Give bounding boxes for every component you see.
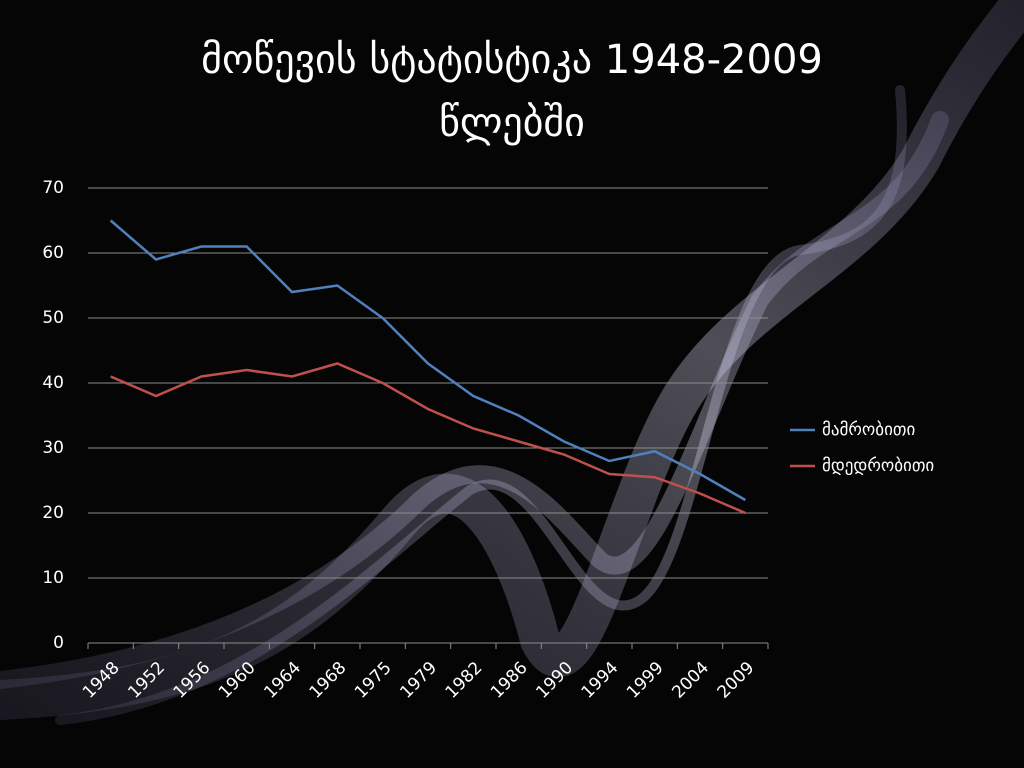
y-tick-label: 0 xyxy=(53,633,64,653)
y-tick-label: 70 xyxy=(42,178,64,198)
y-tick-label: 50 xyxy=(42,308,64,328)
y-tick-label: 30 xyxy=(42,438,64,458)
series-line xyxy=(109,219,746,502)
y-tick-label: 20 xyxy=(42,503,64,523)
chart-title: მოწევის სტატისტიკა 1948-2009 წლებში xyxy=(201,37,823,146)
y-tick-label: 40 xyxy=(42,373,64,393)
legend-label: მამრობითი xyxy=(822,420,915,440)
y-tick-label: 10 xyxy=(42,568,64,588)
legend-label: მდედრობითი xyxy=(822,456,934,476)
series-line xyxy=(110,362,746,515)
y-tick-label: 60 xyxy=(42,243,64,263)
smoke-decoration xyxy=(0,0,1024,725)
